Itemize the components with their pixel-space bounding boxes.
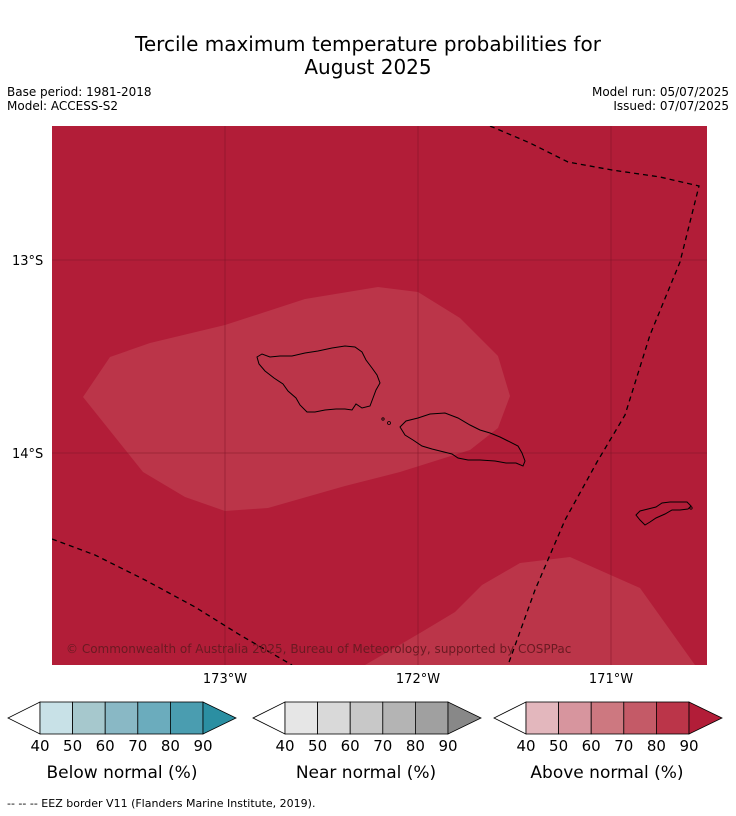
colorbar-tick-label: 60 (582, 737, 601, 755)
colorbar-left-tip (7, 701, 41, 735)
colorbar-tick-label: 40 (30, 737, 49, 755)
colorbar-tick-label: 90 (193, 737, 212, 755)
colorbar-right-tip (447, 701, 482, 735)
lon-label-171w: 171°W (589, 672, 633, 687)
colorbar-segment (349, 701, 384, 735)
colorbar-segment (623, 701, 657, 735)
below-normal-title: Below normal (%) (47, 763, 198, 783)
lon-label-172w: 172°W (396, 672, 440, 687)
above-normal-title: Above normal (%) (530, 763, 683, 783)
colorbar-tick-label: 80 (161, 737, 180, 755)
below-normal-colorbar: 40 50 60 70 80 90 (7, 701, 237, 755)
colorbar-left-tip (252, 701, 286, 735)
colorbar-tick-label: 70 (373, 737, 392, 755)
colorbar-segment (382, 701, 416, 735)
colorbar-tick-label: 50 (63, 737, 82, 755)
colorbar-tick-label: 50 (549, 737, 568, 755)
colorbar-tick-label: 70 (614, 737, 633, 755)
colorbar-left-tip (493, 701, 527, 735)
colorbar-segment (137, 701, 171, 735)
colorbar-segment (414, 701, 449, 735)
colorbar-segment (104, 701, 139, 735)
map-title-line2: August 2025 (304, 55, 432, 79)
colorbar-segment (590, 701, 625, 735)
manono-islet (387, 421, 391, 425)
lat-label-13s: 13°S (12, 254, 43, 269)
colorbar-segment (284, 701, 318, 735)
aunuu-islet (689, 506, 693, 510)
apolima-islet (381, 417, 385, 421)
map-area: © Commonwealth of Australia 2025, Bureau… (52, 126, 707, 665)
eez-footnote: -- -- -- EEZ border V11 (Flanders Marine… (7, 797, 316, 810)
near-normal-colorbar: 40 50 60 70 80 90 (252, 701, 482, 755)
colorbar-tick-label: 90 (679, 737, 698, 755)
model-name: Model: ACCESS-S2 (7, 99, 119, 113)
colorbar-segment (169, 701, 204, 735)
eez-border (52, 126, 700, 665)
colorbar-segment (656, 701, 690, 735)
graticule (52, 126, 707, 665)
issued-date: Issued: 07/07/2025 (613, 99, 729, 113)
meta-left: Base period: 1981-2018 Model: ACCESS-S2 (7, 85, 152, 113)
lon-label-173w: 173°W (203, 672, 247, 687)
colorbar-tick-label: 80 (647, 737, 666, 755)
colorbar-segment (317, 701, 351, 735)
model-run: Model run: 05/07/2025 (591, 85, 729, 99)
colorbar-tick-label: 90 (438, 737, 457, 755)
savaii-island-coastline (256, 345, 381, 413)
colorbar-right-tip (688, 701, 723, 735)
colorbar-segment (558, 701, 592, 735)
colorbar-tick-label: 60 (96, 737, 115, 755)
colorbar-tick-label: 40 (516, 737, 535, 755)
colorbar-tick-label: 60 (341, 737, 360, 755)
map-title-line1: Tercile maximum temperature probabilitie… (135, 32, 601, 56)
copyright-text: © Commonwealth of Australia 2025, Bureau… (66, 642, 571, 656)
colorbar-tick-label: 70 (128, 737, 147, 755)
base-period: Base period: 1981-2018 (7, 85, 152, 99)
colorbar-tick-label: 40 (275, 737, 294, 755)
colorbar-tick-label: 50 (308, 737, 327, 755)
colorbar-right-tip (202, 701, 237, 735)
meta-right: Model run: 05/07/2025 Issued: 07/07/2025 (592, 85, 729, 113)
colorbar-segment (525, 701, 559, 735)
upolu-island-coastline (399, 412, 526, 467)
above-normal-colorbar: 40 50 60 70 80 90 (493, 701, 723, 755)
above-normal-80-region-south (365, 557, 695, 665)
colorbar-segment (72, 701, 106, 735)
lat-label-14s: 14°S (12, 447, 43, 462)
colorbar-tick-label: 80 (406, 737, 425, 755)
colorbar-segment (39, 701, 73, 735)
near-normal-title: Near normal (%) (296, 763, 436, 783)
